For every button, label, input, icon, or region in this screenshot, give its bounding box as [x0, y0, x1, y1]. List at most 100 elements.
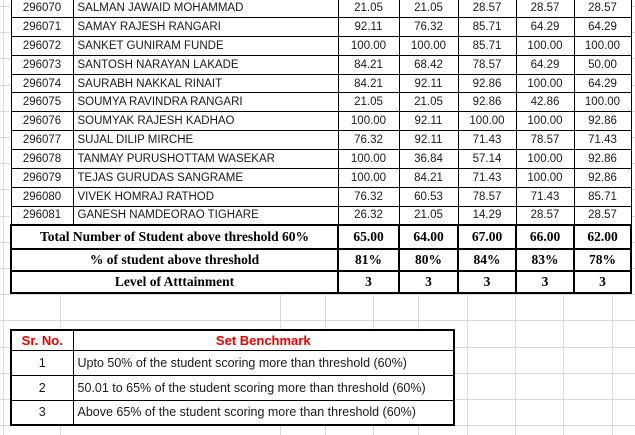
score-cell[interactable]: 100.00: [573, 35, 632, 56]
score-cell[interactable]: 14.29: [457, 205, 517, 226]
benchmark-sr-cell[interactable]: 1: [10, 349, 74, 376]
student-name-cell[interactable]: SAMAY RAJESH RANGARI: [72, 16, 339, 37]
score-cell[interactable]: 92.86: [457, 92, 517, 113]
student-name-cell[interactable]: SANTOSH NARAYAN LAKADE: [72, 54, 339, 75]
score-cell[interactable]: 100.00: [457, 111, 517, 132]
student-name-cell[interactable]: SOUMYA RAVINDRA RANGARI: [72, 92, 339, 113]
benchmark-desc-cell[interactable]: Upto 50% of the student scoring more tha…: [72, 349, 455, 376]
student-id-cell[interactable]: 296081: [10, 205, 74, 226]
score-cell[interactable]: 100.00: [515, 168, 575, 188]
score-cell[interactable]: 78.57: [457, 54, 517, 75]
score-cell[interactable]: 64.29: [573, 73, 632, 94]
student-name-cell[interactable]: SANKET GUNIRAM FUNDE: [72, 35, 339, 56]
summary-level-value[interactable]: 3: [573, 269, 632, 294]
score-cell[interactable]: 57.14: [457, 149, 517, 170]
score-cell[interactable]: 28.57: [457, 0, 517, 18]
student-name-cell[interactable]: SOUMYAK RAJESH KADHAO: [72, 111, 339, 132]
score-cell[interactable]: 71.43: [573, 130, 632, 151]
score-cell[interactable]: 100.00: [337, 35, 400, 56]
score-cell[interactable]: 28.57: [515, 205, 575, 226]
score-cell[interactable]: 21.05: [337, 0, 400, 18]
summary-total-value[interactable]: 62.00: [573, 224, 632, 250]
score-cell[interactable]: 92.86: [573, 168, 632, 188]
score-cell[interactable]: 64.29: [573, 16, 632, 37]
score-cell[interactable]: 85.71: [457, 16, 517, 37]
benchmark-sr-cell[interactable]: 3: [10, 399, 74, 426]
score-cell[interactable]: 60.53: [398, 186, 459, 207]
score-cell[interactable]: 36.84: [398, 149, 459, 170]
benchmark-sr-header[interactable]: Sr. No.: [10, 329, 74, 351]
score-cell[interactable]: 92.11: [398, 130, 459, 151]
score-cell[interactable]: 26.32: [337, 205, 400, 226]
benchmark-sr-cell[interactable]: 2: [10, 374, 74, 401]
score-cell[interactable]: 92.86: [457, 73, 517, 94]
score-cell[interactable]: 84.21: [337, 73, 400, 94]
student-name-cell[interactable]: SALMAN JAWAID MOHAMMAD: [72, 0, 339, 18]
summary-percent-value[interactable]: 84%: [457, 247, 517, 272]
score-cell[interactable]: 21.05: [398, 92, 459, 113]
summary-level-label[interactable]: Level of Atttainment: [10, 269, 339, 294]
score-cell[interactable]: 68.42: [398, 54, 459, 75]
score-cell[interactable]: 100.00: [515, 73, 575, 94]
score-cell[interactable]: 71.43: [515, 186, 575, 207]
summary-total-value[interactable]: 67.00: [457, 224, 517, 250]
score-cell[interactable]: 28.57: [515, 0, 575, 18]
score-cell[interactable]: 64.29: [515, 54, 575, 75]
summary-level-value[interactable]: 3: [515, 269, 575, 294]
benchmark-desc-cell[interactable]: Above 65% of the student scoring more th…: [72, 399, 455, 426]
score-cell[interactable]: 100.00: [337, 149, 400, 170]
score-cell[interactable]: 92.11: [337, 16, 400, 37]
summary-total-label[interactable]: Total Number of Student above threshold …: [10, 224, 339, 250]
student-id-cell[interactable]: 296077: [10, 130, 74, 151]
score-cell[interactable]: 78.57: [515, 130, 575, 151]
score-cell[interactable]: 100.00: [337, 111, 400, 132]
score-cell[interactable]: 100.00: [398, 35, 459, 56]
student-id-cell[interactable]: 296078: [10, 149, 74, 170]
student-id-cell[interactable]: 296072: [10, 35, 74, 56]
summary-percent-value[interactable]: 78%: [573, 247, 632, 272]
student-name-cell[interactable]: VIVEK HOMRAJ RATHOD: [72, 186, 339, 207]
score-cell[interactable]: 100.00: [515, 149, 575, 170]
student-name-cell[interactable]: GANESH NAMDEORAO TIGHARE: [72, 205, 339, 226]
summary-percent-label[interactable]: % of student above threshold: [10, 247, 339, 272]
summary-total-value[interactable]: 66.00: [515, 224, 575, 250]
score-cell[interactable]: 100.00: [515, 111, 575, 132]
score-cell[interactable]: 100.00: [337, 168, 400, 188]
score-cell[interactable]: 71.43: [457, 130, 517, 151]
score-cell[interactable]: 100.00: [515, 35, 575, 56]
score-cell[interactable]: 76.32: [337, 130, 400, 151]
student-name-cell[interactable]: TEJAS GURUDAS SANGRAME: [72, 168, 339, 188]
score-cell[interactable]: 92.86: [573, 111, 632, 132]
summary-level-value[interactable]: 3: [337, 269, 400, 294]
score-cell[interactable]: 42.86: [515, 92, 575, 113]
student-name-cell[interactable]: TANMAY PURUSHOTTAM WASEKAR: [72, 149, 339, 170]
score-cell[interactable]: 71.43: [457, 168, 517, 188]
score-cell[interactable]: 100.00: [573, 92, 632, 113]
student-name-cell[interactable]: SUJAL DILIP MIRCHE: [72, 130, 339, 151]
benchmark-set-header[interactable]: Set Benchmark: [72, 329, 455, 351]
benchmark-desc-cell[interactable]: 50.01 to 65% of the student scoring more…: [72, 374, 455, 401]
score-cell[interactable]: 85.71: [457, 35, 517, 56]
student-id-cell[interactable]: 296073: [10, 54, 74, 75]
score-cell[interactable]: 21.05: [398, 0, 459, 18]
summary-percent-value[interactable]: 80%: [398, 247, 459, 272]
student-id-cell[interactable]: 296075: [10, 92, 74, 113]
summary-total-value[interactable]: 64.00: [398, 224, 459, 250]
score-cell[interactable]: 92.11: [398, 73, 459, 94]
score-cell[interactable]: 85.71: [573, 186, 632, 207]
score-cell[interactable]: 84.21: [337, 54, 400, 75]
score-cell[interactable]: 92.86: [573, 149, 632, 170]
student-id-cell[interactable]: 296076: [10, 111, 74, 132]
score-cell[interactable]: 76.32: [398, 16, 459, 37]
score-cell[interactable]: 21.05: [398, 205, 459, 226]
score-cell[interactable]: 78.57: [457, 186, 517, 207]
score-cell[interactable]: 28.57: [573, 205, 632, 226]
score-cell[interactable]: 64.29: [515, 16, 575, 37]
student-id-cell[interactable]: 296074: [10, 73, 74, 94]
score-cell[interactable]: 28.57: [573, 0, 632, 18]
summary-percent-value[interactable]: 81%: [337, 247, 400, 272]
summary-total-value[interactable]: 65.00: [337, 224, 400, 250]
score-cell[interactable]: 84.21: [398, 168, 459, 188]
summary-level-value[interactable]: 3: [457, 269, 517, 294]
student-id-cell[interactable]: 296070: [10, 0, 74, 18]
